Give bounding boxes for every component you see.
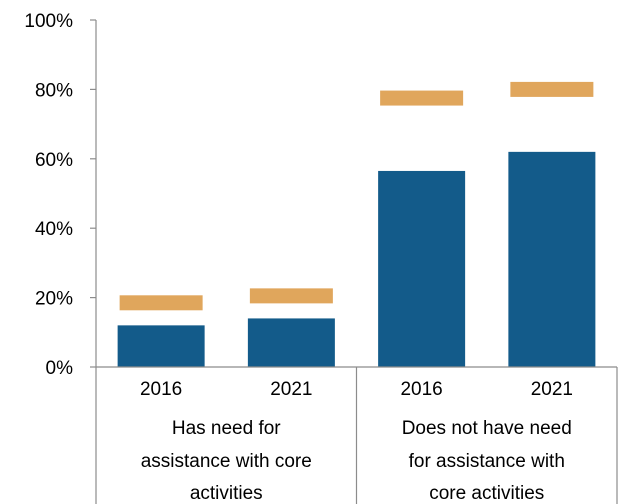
x-category-label: 2021 <box>270 379 312 400</box>
y-tick-label: 20% <box>35 289 73 310</box>
x-category-label: 2021 <box>531 379 573 400</box>
bar <box>247 318 335 367</box>
plot-area <box>117 81 596 367</box>
bar <box>378 170 466 367</box>
x-group-label: Does not have need <box>402 418 572 439</box>
bar <box>117 325 205 367</box>
x-category-label: 2016 <box>140 379 182 400</box>
marker-dash <box>380 90 464 106</box>
marker-dash <box>249 288 333 304</box>
x-group-label: core activities <box>429 483 544 504</box>
y-tick-label: 40% <box>35 219 73 240</box>
y-tick-label: 60% <box>35 150 73 171</box>
x-group-label: assistance with core <box>141 451 312 472</box>
y-tick-label: 100% <box>24 11 73 32</box>
marker-dash <box>510 81 594 97</box>
y-tick-label: 0% <box>46 358 74 379</box>
x-axis: 2016 2021 2016 2021 Has need for assistance w… <box>95 366 618 504</box>
x-group-label: activities <box>190 483 263 504</box>
bar <box>508 151 596 367</box>
y-axis: 0% 20% 40% 60% 80% 100% <box>24 11 97 379</box>
y-tick-label: 80% <box>35 80 73 101</box>
marker-dash <box>119 295 203 311</box>
x-group-label: for assistance with <box>409 451 565 472</box>
x-category-label: 2016 <box>400 379 442 400</box>
x-group-label: Has need for <box>172 418 281 439</box>
